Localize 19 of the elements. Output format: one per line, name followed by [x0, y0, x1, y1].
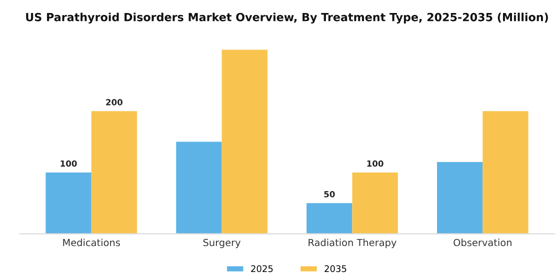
bar — [91, 111, 137, 234]
bar — [176, 142, 222, 234]
x-tick-label: Radiation Therapy — [308, 238, 396, 248]
bar — [222, 50, 268, 234]
bar — [46, 172, 92, 234]
data-label: 100 — [60, 160, 77, 167]
x-tick-label: Surgery — [203, 238, 241, 248]
data-label: 50 — [324, 191, 335, 198]
x-tick-label: Observation — [454, 238, 512, 246]
bar — [482, 111, 528, 234]
data-label: 200 — [106, 99, 122, 106]
legend-label: 2025 — [251, 265, 273, 272]
bar — [306, 203, 352, 234]
data-label: 100 — [367, 160, 384, 167]
legend-label: 2035 — [324, 265, 346, 272]
chart-title: US Parathyroid Disorders Market Overview, By Treatment Type, 2025-2035 (Million) — [26, 12, 548, 24]
x-tick-label: Medications — [63, 238, 120, 246]
bar — [437, 162, 483, 234]
bar — [352, 172, 398, 234]
